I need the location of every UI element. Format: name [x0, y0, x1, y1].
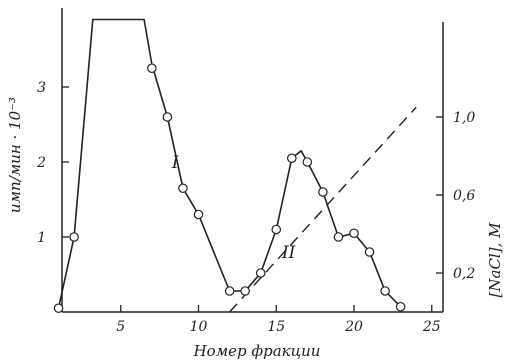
data-point: [69, 232, 79, 242]
data-point: [318, 187, 328, 197]
radioactivity-line: [57, 18, 402, 309]
data-points-layer: [53, 63, 406, 314]
plot-frame: [61, 8, 444, 313]
data-point: [333, 232, 344, 242]
data-point: [193, 209, 204, 220]
y-left-tick-label: 2: [36, 155, 46, 171]
data-point: [255, 268, 266, 278]
x-tick-label: 20: [344, 319, 363, 335]
data-point: [286, 153, 297, 164]
ticks-layer: 5 10 15 20 25 1 2 3 0,2 0,6 1,0: [36, 80, 475, 335]
data-point: [271, 224, 282, 235]
y-left-tick-label: 1: [37, 230, 46, 246]
y-axis-title-right: [NaCl], М: [486, 222, 504, 298]
y-right-tick-label: 0,6: [453, 188, 475, 204]
x-tick-label: 25: [422, 319, 441, 335]
peak-label: I: [171, 153, 179, 173]
x-tick-label: 5: [116, 319, 125, 335]
data-point: [147, 63, 157, 74]
data-point: [162, 112, 173, 122]
x-axis-title: Номер фракции: [193, 342, 321, 360]
nacl-gradient-layer: [229, 106, 417, 313]
radioactivity-layer: [57, 18, 402, 309]
data-point: [349, 228, 359, 239]
y-right-tick-label: 0,2: [453, 266, 475, 282]
data-point: [364, 247, 375, 257]
data-point: [53, 303, 64, 314]
x-tick-label: 10: [190, 319, 208, 335]
data-point: [395, 301, 406, 312]
y-left-tick-label: 3: [37, 80, 46, 96]
nacl-gradient-line: [229, 106, 417, 313]
data-point: [224, 286, 235, 296]
y-right-tick-label: 1,0: [453, 110, 475, 126]
x-tick-label: 15: [267, 319, 285, 335]
peak-labels-layer: III: [171, 153, 296, 263]
data-point: [302, 157, 313, 167]
peak-label: II: [281, 243, 296, 263]
data-point: [178, 183, 188, 194]
data-point: [380, 286, 390, 296]
y-axis-title-left: имп/мин · 10⁻³: [6, 97, 24, 213]
data-point: [240, 286, 250, 296]
